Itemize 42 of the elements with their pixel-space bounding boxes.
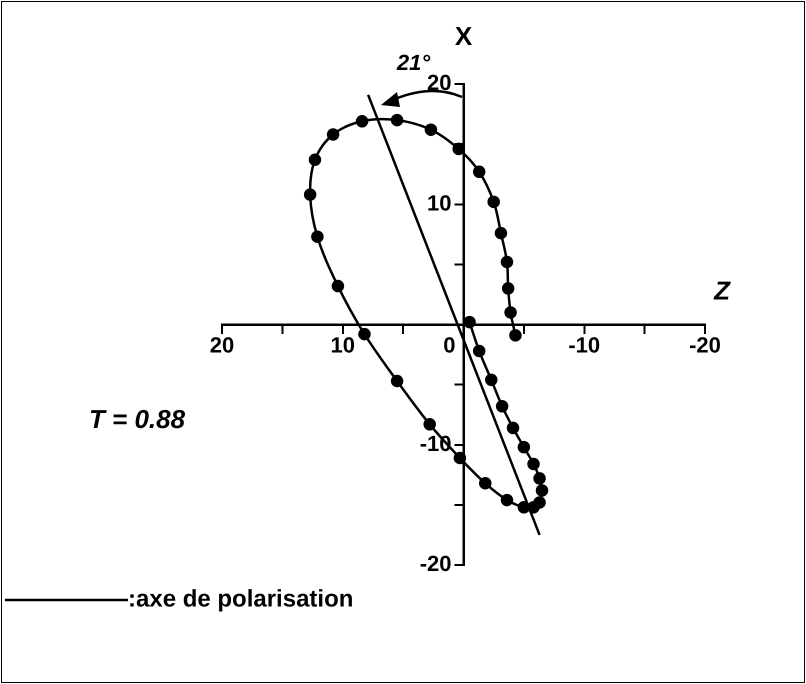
point [454, 452, 466, 464]
point [311, 230, 324, 243]
x-tick-label: 0 [443, 332, 456, 358]
x-tick-label: 10 [330, 332, 355, 358]
point [308, 154, 322, 166]
x-tick-label: -10 [568, 332, 600, 358]
point [504, 306, 517, 319]
point [390, 114, 404, 126]
point [506, 422, 520, 434]
point [424, 123, 438, 136]
point [494, 226, 508, 240]
x-tick-label: 20 [210, 332, 234, 358]
point [500, 494, 514, 506]
point [536, 484, 548, 497]
point [527, 501, 540, 514]
point [500, 256, 514, 268]
text: :axe de polarisation [128, 586, 354, 613]
point [502, 282, 514, 295]
x-tick-label: -20 [689, 332, 721, 358]
point [509, 329, 522, 342]
point [472, 344, 486, 358]
point [356, 115, 368, 128]
point [390, 374, 404, 388]
text: T = 0.88 [88, 404, 186, 434]
point [304, 188, 316, 201]
point [423, 418, 436, 431]
point [518, 440, 530, 454]
point [527, 458, 540, 470]
y-axis-title: X [454, 21, 473, 52]
x-axis-title: Z [713, 276, 732, 306]
y-tick-label: 10 [427, 190, 452, 216]
point [326, 128, 340, 141]
point [533, 472, 546, 485]
point [496, 400, 508, 413]
point [518, 501, 530, 514]
point [472, 166, 486, 178]
point [358, 328, 371, 340]
point [332, 280, 344, 292]
point [485, 374, 498, 386]
y-tick-label: -20 [420, 551, 452, 576]
point [478, 476, 492, 490]
point [487, 196, 500, 208]
